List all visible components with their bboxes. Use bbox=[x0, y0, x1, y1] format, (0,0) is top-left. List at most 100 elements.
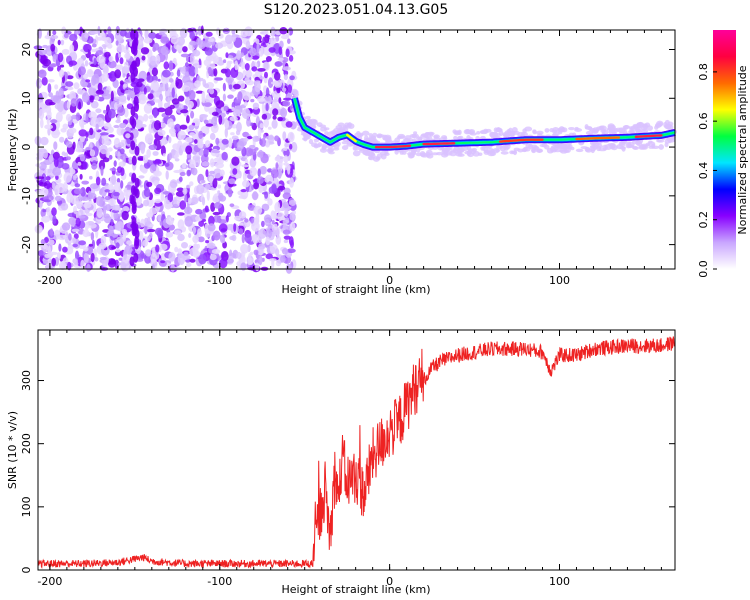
ridge-halo-speckle bbox=[654, 125, 659, 130]
noise-speckle bbox=[153, 170, 162, 177]
noise-speckle bbox=[185, 145, 193, 155]
noise-speckle bbox=[66, 75, 74, 80]
noise-speckle bbox=[116, 221, 124, 232]
noise-speckle bbox=[89, 95, 94, 103]
noise-speckle bbox=[153, 120, 162, 131]
noise-speckle bbox=[189, 40, 197, 46]
noise-speckle bbox=[100, 235, 107, 245]
noise-speckle bbox=[229, 116, 238, 122]
noise-speckle bbox=[182, 46, 188, 53]
ridge-halo-speckle bbox=[476, 131, 481, 135]
noise-speckle bbox=[282, 201, 289, 209]
noise-speckle bbox=[164, 106, 173, 116]
noise-speckle bbox=[73, 205, 77, 215]
noise-speckle bbox=[241, 61, 246, 70]
noise-speckle bbox=[83, 43, 92, 53]
noise-speckle bbox=[171, 98, 180, 105]
noise-speckle bbox=[181, 242, 188, 249]
noise-speckle bbox=[130, 44, 136, 55]
noise-speckle bbox=[252, 102, 260, 110]
noise-speckle bbox=[37, 150, 44, 160]
noise-speckle bbox=[48, 92, 53, 98]
noise-speckle bbox=[113, 211, 119, 219]
noise-speckle bbox=[91, 163, 98, 170]
noise-speckle bbox=[111, 174, 117, 185]
noise-speckle bbox=[75, 147, 83, 153]
noise-speckle bbox=[59, 64, 65, 68]
noise-speckle bbox=[52, 95, 62, 104]
figure-title: S120.2023.051.04.13.G05 bbox=[264, 2, 449, 18]
noise-speckle bbox=[124, 78, 133, 84]
snr-x-tick-label: 0 bbox=[386, 575, 393, 588]
noise-speckle bbox=[261, 113, 268, 120]
noise-speckle bbox=[165, 232, 174, 238]
noise-speckle bbox=[163, 102, 169, 109]
noise-speckle bbox=[183, 193, 188, 203]
ridge-halo-speckle bbox=[426, 153, 434, 159]
ridge-halo-speckle bbox=[408, 138, 414, 143]
ridge-halo-speckle bbox=[657, 139, 665, 143]
noise-speckle bbox=[277, 168, 282, 179]
noise-speckle bbox=[94, 257, 99, 262]
noise-speckle bbox=[46, 253, 54, 258]
noise-speckle bbox=[201, 90, 206, 102]
noise-speckle bbox=[65, 113, 72, 122]
noise-speckle bbox=[197, 25, 202, 36]
noise-speckle bbox=[73, 82, 80, 90]
noise-speckle bbox=[222, 82, 226, 92]
noise-speckle bbox=[249, 144, 256, 149]
noise-speckle bbox=[126, 240, 133, 246]
noise-speckle bbox=[42, 209, 47, 213]
noise-speckle bbox=[253, 182, 259, 190]
ridge-halo-speckle bbox=[367, 151, 375, 157]
noise-speckle bbox=[143, 113, 149, 122]
noise-speckle bbox=[244, 218, 249, 223]
ridge-halo-speckle bbox=[558, 142, 567, 149]
noise-speckle bbox=[264, 34, 270, 44]
noise-speckle bbox=[282, 192, 291, 200]
noise-speckle bbox=[143, 199, 150, 207]
noise-speckle bbox=[128, 156, 133, 163]
noise-speckle bbox=[257, 228, 267, 239]
noise-speckle bbox=[194, 139, 198, 144]
noise-speckle bbox=[147, 93, 154, 100]
ridge-halo-speckle bbox=[493, 127, 499, 133]
noise-speckle bbox=[178, 176, 183, 182]
noise-speckle bbox=[186, 115, 190, 124]
noise-speckle bbox=[45, 51, 53, 55]
noise-speckle bbox=[209, 170, 215, 175]
ridge-peak-segment bbox=[422, 142, 456, 146]
noise-speckle bbox=[182, 254, 191, 260]
noise-speckle bbox=[143, 217, 149, 227]
spectrogram-x-tick-label: -100 bbox=[207, 274, 232, 287]
noise-speckle bbox=[92, 73, 100, 84]
noise-speckle bbox=[158, 31, 165, 36]
noise-speckle bbox=[160, 192, 165, 202]
noise-speckle bbox=[277, 212, 285, 221]
noise-speckle bbox=[117, 151, 121, 161]
noise-speckle bbox=[61, 48, 70, 55]
ridge-halo-speckle bbox=[588, 126, 593, 132]
noise-speckle bbox=[124, 53, 131, 59]
noise-speckle bbox=[203, 119, 209, 125]
ridge-halo-speckle bbox=[362, 130, 370, 136]
noise-speckle bbox=[86, 245, 94, 255]
noise-speckle bbox=[58, 87, 64, 98]
noise-speckle bbox=[38, 250, 44, 257]
noise-speckle bbox=[159, 243, 168, 251]
noise-speckle bbox=[96, 196, 104, 207]
noise-speckle bbox=[85, 79, 91, 83]
noise-speckle bbox=[189, 161, 197, 168]
noise-speckle bbox=[60, 202, 69, 211]
ridge-halo-speckle bbox=[532, 129, 537, 135]
noise-speckle bbox=[253, 249, 259, 256]
noise-speckle bbox=[82, 161, 88, 170]
noise-speckle bbox=[37, 28, 42, 39]
noise-speckle bbox=[62, 123, 69, 130]
noise-speckle bbox=[93, 57, 97, 66]
noise-speckle bbox=[282, 131, 287, 141]
noise-speckle bbox=[173, 197, 177, 206]
noise-speckle bbox=[99, 144, 108, 155]
noise-speckle bbox=[160, 260, 166, 264]
noise-speckle bbox=[184, 82, 193, 86]
